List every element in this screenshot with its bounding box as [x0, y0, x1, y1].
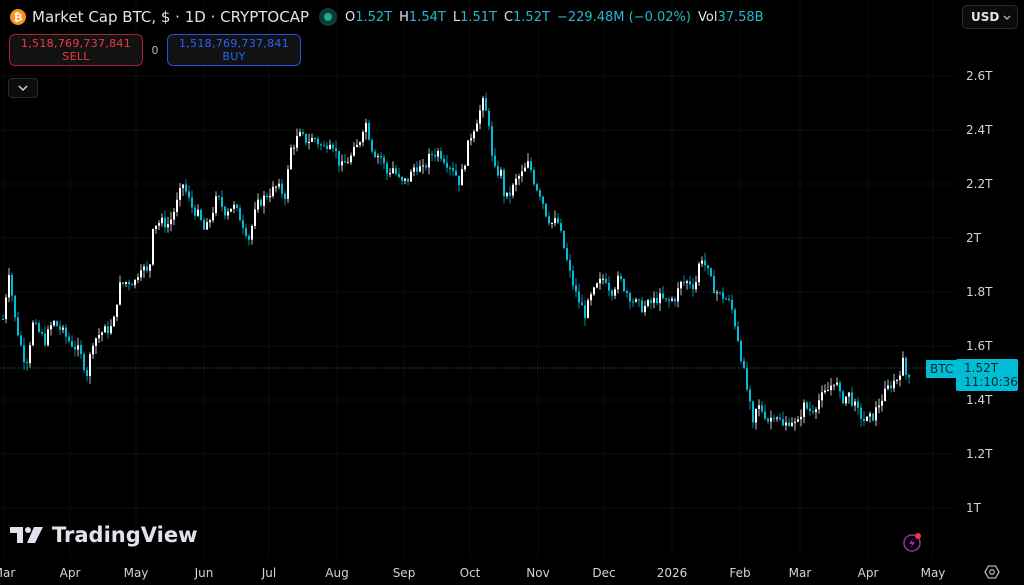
trade-panel: 1,518,769,737,841 SELL 0 1,518,769,737,8… — [9, 34, 301, 66]
market-open-dot-icon — [319, 8, 338, 26]
time-axis-label: May — [920, 566, 946, 580]
time-axis-label: May — [123, 566, 149, 580]
time-axis-label: Dec — [592, 566, 616, 580]
currency-selector[interactable]: USD — [962, 5, 1018, 29]
chevron-down-icon — [1003, 15, 1011, 20]
time-axis-label: Oct — [459, 566, 481, 580]
time-axis-label: Mar — [0, 566, 16, 580]
collapse-legend-button[interactable] — [8, 78, 38, 98]
chevron-down-icon — [18, 85, 28, 91]
buy-button[interactable]: 1,518,769,737,841 BUY — [167, 34, 301, 66]
buy-label: BUY — [222, 50, 246, 63]
currency-value: USD — [971, 10, 1000, 24]
sell-price: 1,518,769,737,841 — [20, 37, 132, 50]
time-axis-label: Jun — [194, 566, 214, 580]
ohlc-volume: Vol37.58B — [697, 9, 764, 25]
time-axis-label: Feb — [729, 566, 751, 580]
time-axis-label: Apr — [59, 566, 81, 580]
time-axis-label: Mar — [788, 566, 812, 580]
price-axis-label: 1.8T — [966, 285, 993, 299]
time-axis-label: 2026 — [656, 566, 688, 580]
time-axis-label: Nov — [526, 566, 550, 580]
price-axis-label: 1.6T — [966, 339, 993, 353]
time-axis-label: Sep — [392, 566, 416, 580]
price-axis-label: 1.4T — [966, 393, 993, 407]
bitcoin-coin-icon: ₿ — [10, 9, 26, 25]
buy-price: 1,518,769,737,841 — [178, 37, 290, 50]
last-price: 1.52T — [964, 361, 999, 375]
ohlc-change: −229.48M (−0.02%) — [556, 9, 691, 25]
ohlc-high: H1.54T — [399, 9, 446, 25]
price-axis-label: 2.6T — [966, 69, 993, 83]
chart-grid — [0, 0, 955, 558]
ohlc-values: O1.52T H1.54T L1.51T C1.52T −229.48M (−0… — [345, 10, 764, 25]
ohlc-low: L1.51T — [452, 9, 497, 25]
settings-hexagon-icon[interactable] — [984, 564, 1000, 580]
price-axis-label: 1T — [966, 501, 981, 515]
price-axis-label: 2.2T — [966, 177, 993, 191]
time-axis-label: Apr — [857, 566, 879, 580]
price-axis-label: 2.4T — [966, 123, 993, 137]
candlestick-series — [2, 92, 910, 431]
tradingview-logo[interactable]: TradingView — [10, 523, 197, 547]
logo-text: TradingView — [52, 523, 198, 547]
time-axis-label: Jul — [261, 566, 277, 580]
lightning-alert-icon[interactable] — [902, 532, 922, 552]
bar-countdown: 11:10:36 — [964, 375, 1018, 389]
symbol-legend: ₿ Market Cap BTC, $ · 1D · CRYPTOCAP O1.… — [10, 6, 764, 28]
ohlc-close: C1.52T — [503, 9, 550, 25]
time-axis-label: Aug — [325, 566, 349, 580]
last-price-tag: 1.52T 11:10:36 — [956, 359, 1018, 391]
sell-label: SELL — [62, 50, 90, 63]
price-axis-label: 1.2T — [966, 447, 993, 461]
ohlc-open: O1.52T — [345, 9, 393, 25]
spread-value: 0 — [151, 43, 159, 57]
tradingview-logo-icon — [10, 527, 43, 543]
symbol-title[interactable]: Market Cap BTC, $ · 1D · CRYPTOCAP — [32, 8, 310, 26]
symbol-price-label: BTC — [926, 360, 958, 378]
price-axis-label: 2T — [966, 231, 981, 245]
sell-button[interactable]: 1,518,769,737,841 SELL — [9, 34, 143, 66]
